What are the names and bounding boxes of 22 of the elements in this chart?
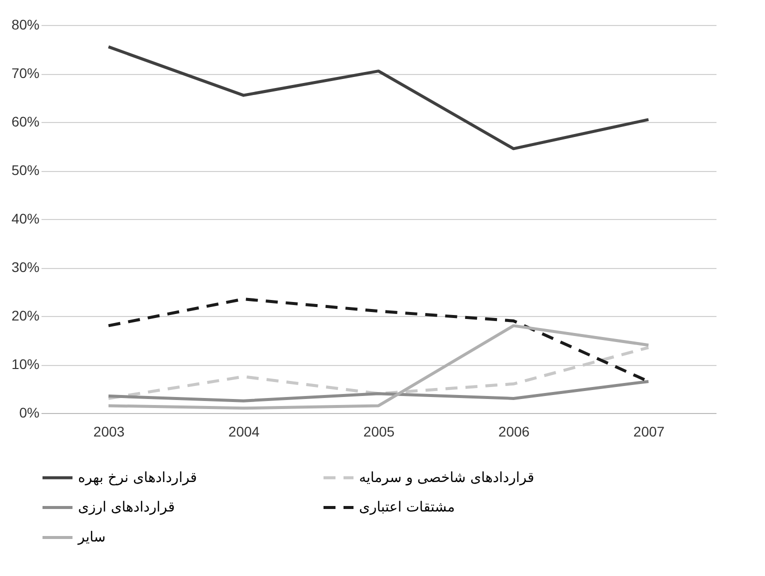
y-tick-label: 10% <box>11 356 40 372</box>
x-tick-label: 2006 <box>498 424 530 440</box>
legend-label: سایر <box>77 530 106 546</box>
legend-label: قراردادهای شاخصی و سرمایه <box>359 470 534 486</box>
line-series <box>107 324 650 410</box>
y-tick-label: 20% <box>11 308 40 324</box>
x-tick-label: 2003 <box>93 424 125 440</box>
y-tick-label: 60% <box>11 114 40 130</box>
line-series <box>107 380 650 402</box>
y-tick-label: 50% <box>11 162 40 178</box>
x-tick-label: 2007 <box>633 424 665 440</box>
legend-label: قراردادهای نرخ بهره <box>78 470 197 486</box>
legend-label: مشتقات اعتباری <box>359 500 455 516</box>
y-tick-label: 30% <box>11 259 40 275</box>
line-series <box>107 45 650 150</box>
x-tick-label: 2005 <box>363 424 395 440</box>
y-tick-label: 0% <box>19 404 40 420</box>
y-tick-label: 70% <box>11 65 40 81</box>
y-tick-label: 80% <box>11 16 40 32</box>
legend-label: قراردادهای ارزی <box>78 500 175 516</box>
y-tick-label: 40% <box>11 210 40 226</box>
x-tick-label: 2004 <box>228 424 260 440</box>
